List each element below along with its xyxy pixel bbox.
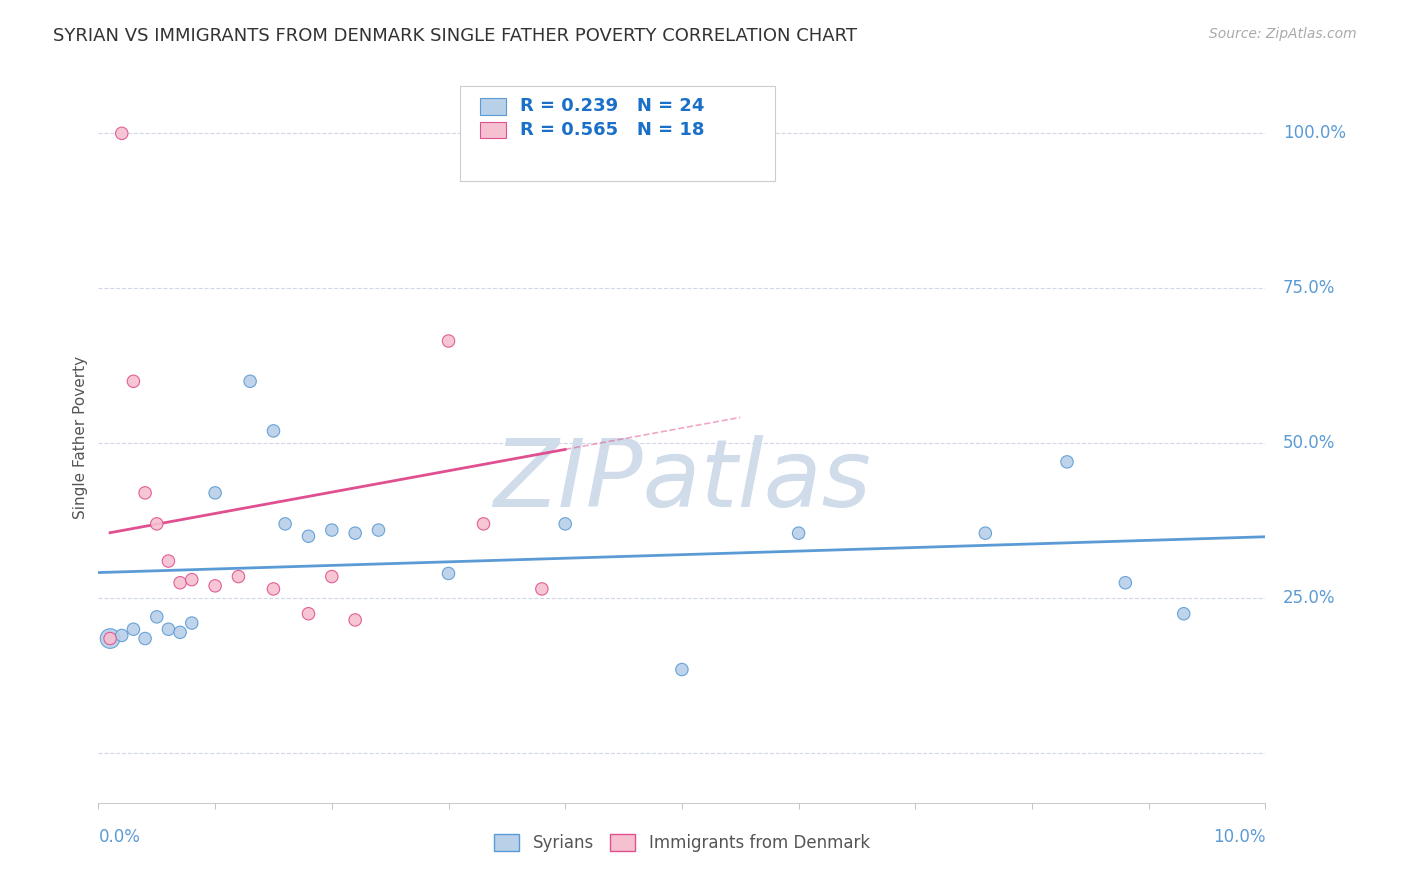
Point (98, 632, 121, 646)
Point (98, 632, 121, 646)
Text: 100.0%: 100.0% (1282, 124, 1346, 143)
Point (169, 625, 191, 640)
Text: 0.0%: 0.0% (98, 828, 141, 846)
Text: ZIPatlas: ZIPatlas (494, 435, 870, 526)
Point (554, 516, 576, 531)
Point (1114, 575, 1136, 590)
FancyBboxPatch shape (460, 86, 775, 181)
Point (367, 523, 389, 537)
Point (146, 516, 169, 531)
Point (472, 516, 495, 531)
FancyBboxPatch shape (479, 98, 506, 114)
Point (111, 126, 134, 140)
Point (974, 526, 997, 541)
Text: 50.0%: 50.0% (1282, 434, 1336, 452)
Text: 10.0%: 10.0% (1213, 828, 1265, 846)
Text: Source: ZipAtlas.com: Source: ZipAtlas.com (1209, 27, 1357, 41)
Point (146, 610, 169, 624)
Point (344, 526, 367, 541)
Point (787, 526, 810, 541)
Point (180, 573, 202, 587)
Text: SYRIAN VS IMMIGRANTS FROM DENMARK SINGLE FATHER POVERTY CORRELATION CHART: SYRIAN VS IMMIGRANTS FROM DENMARK SINGLE… (53, 27, 858, 45)
Text: R = 0.239   N = 24: R = 0.239 N = 24 (520, 97, 704, 115)
Point (111, 628, 134, 642)
Point (204, 579, 226, 593)
Point (344, 613, 367, 627)
Point (239, 374, 262, 388)
Text: 75.0%: 75.0% (1282, 279, 1336, 297)
Point (554, 126, 576, 140)
Point (274, 516, 297, 531)
Point (297, 529, 319, 543)
Point (437, 334, 460, 348)
Point (530, 582, 553, 596)
Point (1173, 607, 1195, 621)
Text: Single Father Poverty: Single Father Poverty (73, 356, 89, 518)
Point (134, 486, 156, 500)
Point (297, 607, 319, 621)
Point (321, 569, 343, 583)
Legend: Syrians, Immigrants from Denmark: Syrians, Immigrants from Denmark (485, 825, 879, 860)
Point (321, 523, 343, 537)
Point (204, 486, 226, 500)
Text: 25.0%: 25.0% (1282, 590, 1336, 607)
Point (134, 632, 156, 646)
Point (1056, 455, 1078, 469)
Point (437, 566, 460, 581)
Point (180, 615, 202, 630)
Point (122, 374, 145, 388)
Point (228, 569, 250, 583)
Point (262, 582, 284, 596)
Text: R = 0.565   N = 18: R = 0.565 N = 18 (520, 120, 704, 138)
Point (169, 575, 191, 590)
Point (157, 622, 180, 636)
FancyBboxPatch shape (479, 121, 506, 137)
Point (262, 424, 284, 438)
Point (671, 663, 693, 677)
Point (122, 622, 145, 636)
Point (157, 554, 180, 568)
